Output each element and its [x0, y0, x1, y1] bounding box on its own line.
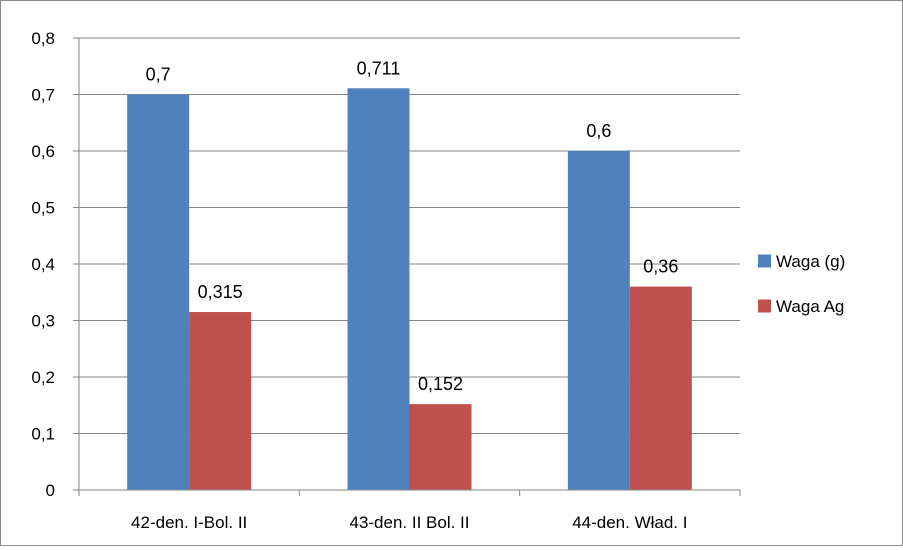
legend-label: Waga Ag — [776, 297, 844, 316]
data-label: 0,711 — [357, 58, 401, 78]
data-label: 0,36 — [643, 257, 678, 277]
bar-waga-ag — [189, 312, 252, 490]
legend: Waga (g) Waga Ag — [758, 252, 845, 316]
data-label: 0,152 — [418, 374, 463, 394]
y-tick-label: 0,4 — [31, 255, 55, 274]
y-tick-labels: 0 0,1 0,2 0,3 0,4 0,5 0,6 0,7 0,8 — [31, 29, 55, 500]
x-tick-label: 44-den. Wład. I — [572, 513, 687, 532]
bars — [127, 88, 692, 490]
x-tick-label: 42-den. I-Bol. II — [131, 513, 247, 532]
y-tick-label: 0,5 — [31, 199, 55, 218]
y-tick-label: 0,8 — [31, 29, 55, 48]
axes — [73, 37, 741, 496]
bar-waga-g — [347, 88, 410, 490]
legend-swatch — [758, 254, 771, 268]
legend-label: Waga (g) — [776, 252, 845, 271]
y-tick-label: 0,3 — [31, 312, 55, 331]
x-tick-label: 43-den. II Bol. II — [349, 513, 469, 532]
bar-waga-ag — [629, 286, 692, 490]
data-label: 0,6 — [586, 121, 611, 141]
x-tick-labels: 42-den. I-Bol. II 43-den. II Bol. II 44-de… — [131, 513, 687, 532]
y-tick-label: 0,2 — [31, 368, 55, 387]
bar-waga-g — [567, 151, 630, 490]
legend-swatch — [758, 299, 771, 313]
y-tick-label: 0 — [46, 481, 55, 500]
bar-waga-ag — [409, 404, 472, 490]
y-tick-label: 0,1 — [31, 425, 55, 444]
y-tick-label: 0,7 — [31, 86, 55, 105]
data-labels: 0,7 0,315 0,711 0,152 0,6 0,36 — [146, 58, 679, 394]
y-tick-label: 0,6 — [31, 142, 55, 161]
data-label: 0,315 — [198, 282, 243, 302]
bar-waga-g — [127, 94, 190, 490]
data-label: 0,7 — [146, 65, 171, 85]
